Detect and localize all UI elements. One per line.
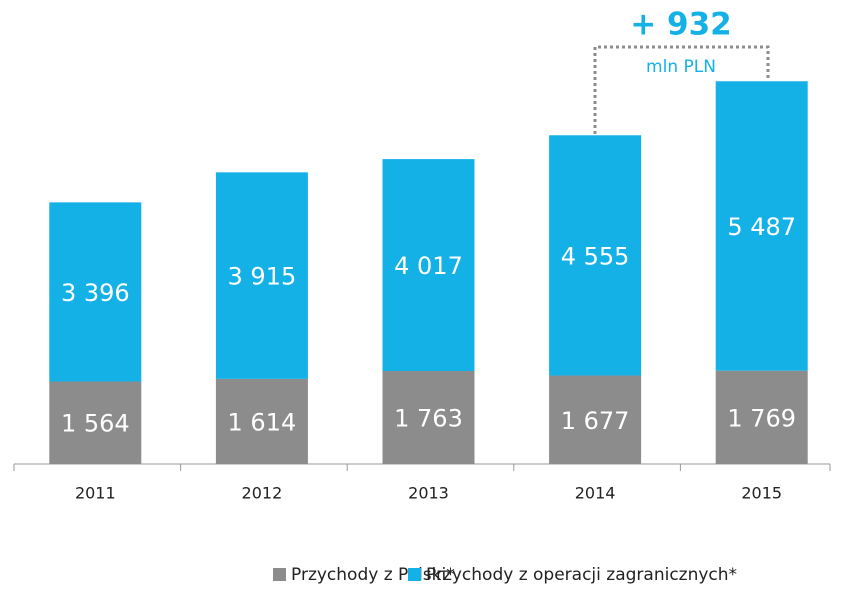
x-tick-label: 2011	[75, 484, 116, 503]
bar-segment	[215, 378, 308, 464]
bar-segment	[49, 202, 142, 382]
value-label: 3 396	[61, 279, 130, 307]
legend-swatch	[273, 568, 286, 581]
legend-swatch	[408, 568, 421, 581]
value-label: 1 763	[394, 405, 463, 433]
annotation-value: + 932	[630, 7, 731, 43]
x-tick-label: 2013	[408, 484, 449, 503]
x-tick-label: 2012	[242, 484, 283, 503]
x-tick-label: 2015	[741, 484, 782, 503]
value-label: 1 564	[61, 410, 130, 438]
value-label: 1 769	[727, 404, 796, 432]
value-label: 5 487	[727, 213, 796, 241]
value-label: 4 555	[561, 242, 630, 270]
legend-label: Przychody z operacji zagranicznych*	[426, 565, 737, 585]
bar-segment	[715, 81, 808, 371]
value-label: 1 677	[561, 407, 630, 435]
bar-segment	[549, 375, 642, 464]
bar-segment	[215, 172, 308, 379]
bar-segment	[549, 135, 642, 376]
bar-segment	[49, 381, 142, 464]
bar-segment	[382, 159, 475, 372]
x-tick-label: 2014	[575, 484, 616, 503]
value-label: 3 915	[228, 263, 297, 291]
value-label: 4 017	[394, 252, 463, 280]
annotation-unit: mln PLN	[646, 57, 716, 77]
bar-segment	[382, 371, 475, 464]
bar-segment	[715, 370, 808, 464]
difference-bracket	[593, 45, 770, 134]
value-label: 1 614	[228, 408, 297, 436]
